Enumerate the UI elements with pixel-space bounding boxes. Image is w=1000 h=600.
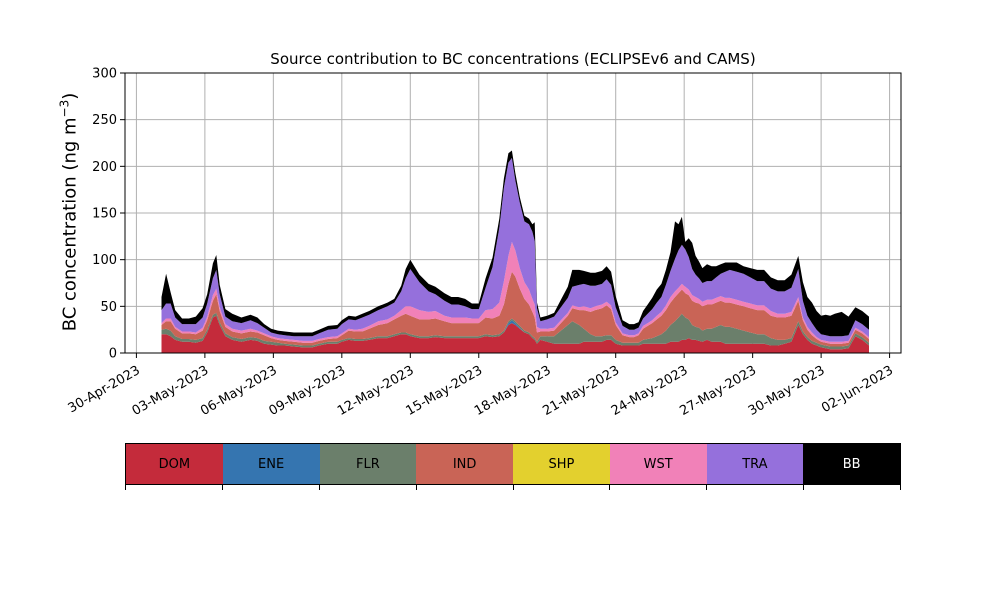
legend-item-flr: FLR	[319, 444, 417, 484]
legend-item-wst: WST	[609, 444, 707, 484]
x-axis: 30-Apr-202303-May-202306-May-202309-May-…	[66, 353, 896, 419]
legend-tick	[415, 485, 417, 490]
plot-frame	[124, 72, 902, 354]
legend-tick	[512, 485, 514, 490]
y-tick-label: 0	[109, 347, 117, 362]
y-tick-label: 100	[92, 253, 117, 268]
x-tick-label: 06-May-2023	[198, 363, 280, 419]
legend-ticks	[125, 485, 901, 491]
stacked-areas	[161, 150, 869, 353]
legend: DOM ENE FLR IND SHP WST TRA BB	[125, 443, 901, 485]
x-tick-label: 15-May-2023	[403, 363, 485, 419]
area-tra	[161, 157, 869, 342]
x-tick-label: 12-May-2023	[335, 363, 417, 419]
y-axis-label: BC concentration (ng m−3)	[58, 93, 81, 332]
chart-title: Source contribution to BC concentrations…	[270, 50, 755, 68]
legend-tick	[609, 485, 611, 490]
y-tick-label: 250	[92, 113, 117, 128]
y-axis-label-exponent: −3	[57, 99, 72, 118]
legend-item-ind: IND	[416, 444, 513, 484]
legend-item-ene: ENE	[222, 444, 320, 484]
x-tick-label: 30-May-2023	[746, 363, 828, 419]
area-flr	[161, 312, 869, 350]
area-dom	[161, 315, 869, 353]
y-axis-label-close: )	[59, 92, 81, 100]
legend-tick	[318, 485, 320, 490]
x-tick-label: 21-May-2023	[540, 363, 622, 419]
x-tick-label: 24-May-2023	[609, 363, 691, 419]
y-tick-label: 200	[92, 160, 117, 175]
x-tick-label: 03-May-2023	[130, 363, 212, 419]
area-wst	[161, 241, 869, 344]
legend-tick	[221, 485, 223, 490]
legend-tick	[803, 485, 805, 490]
y-tick-label: 150	[92, 207, 117, 222]
area-bb	[161, 150, 869, 337]
legend-item-dom: DOM	[126, 444, 223, 484]
legend-tick	[125, 485, 126, 490]
x-tick-label: 02-Jun-2023	[819, 363, 896, 416]
y-axis-label-main: BC concentration (ng m	[59, 117, 81, 332]
legend-tick	[706, 485, 708, 490]
area-ind	[161, 271, 869, 347]
legend-item-shp: SHP	[513, 444, 610, 484]
y-axis: 0 50 100 150 200 250 300	[92, 67, 125, 362]
x-tick-label: 09-May-2023	[267, 363, 349, 419]
x-tick-label: 27-May-2023	[677, 363, 759, 419]
x-tick-label: 18-May-2023	[472, 363, 554, 419]
legend-item-bb: BB	[803, 444, 900, 484]
y-tick-label: 50	[100, 300, 117, 315]
legend-item-tra: TRA	[706, 444, 804, 484]
y-tick-label: 300	[92, 67, 117, 82]
legend-tick	[900, 485, 901, 490]
